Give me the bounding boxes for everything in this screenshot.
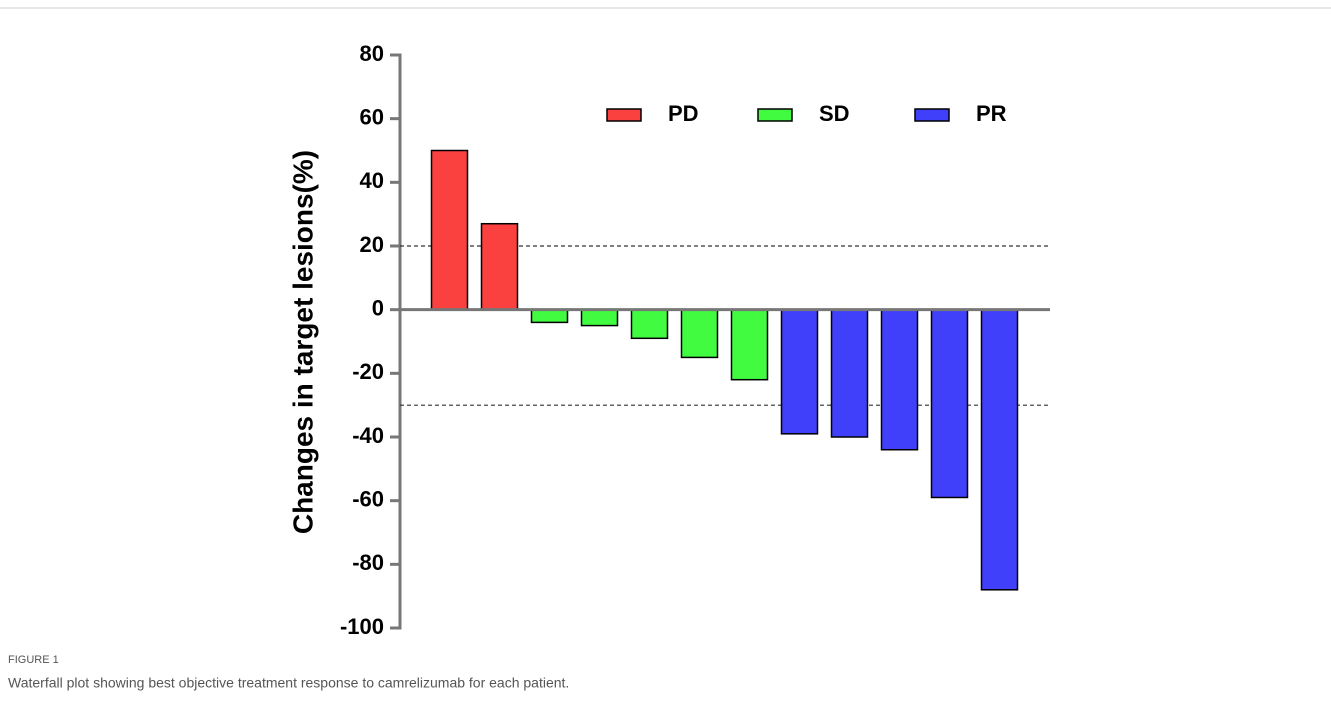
bar	[730, 308, 769, 381]
figure-label: FIGURE 1	[8, 654, 59, 666]
y-axis-label: Changes in target lesions(%)	[287, 150, 318, 534]
legend-label: SD	[819, 101, 850, 126]
bar	[530, 308, 569, 324]
y-tick-label: 0	[372, 295, 384, 320]
bar	[780, 308, 819, 435]
figure-caption: Waterfall plot showing best objective tr…	[8, 675, 569, 691]
bar	[630, 308, 669, 340]
bar	[680, 308, 719, 359]
bar	[980, 308, 1019, 591]
y-tick-label: 20	[360, 232, 384, 257]
legend-swatch	[914, 108, 950, 122]
bar	[930, 308, 969, 499]
y-tick-label: -80	[352, 550, 384, 575]
legend-swatch	[606, 108, 642, 122]
bar	[430, 149, 469, 311]
legend-swatch	[757, 108, 793, 122]
bar	[830, 308, 869, 438]
y-tick-label: -100	[340, 614, 384, 639]
y-tick-label: 80	[360, 41, 384, 66]
y-tick-label: -60	[352, 486, 384, 511]
y-tick-label: 40	[360, 168, 384, 193]
bar	[880, 308, 919, 451]
y-tick-label: 60	[360, 104, 384, 129]
y-tick-label: -40	[352, 423, 384, 448]
y-tick-label: -20	[352, 359, 384, 384]
legend-label: PR	[976, 101, 1007, 126]
bar	[580, 308, 619, 327]
bar	[480, 222, 519, 311]
legend-label: PD	[668, 101, 699, 126]
